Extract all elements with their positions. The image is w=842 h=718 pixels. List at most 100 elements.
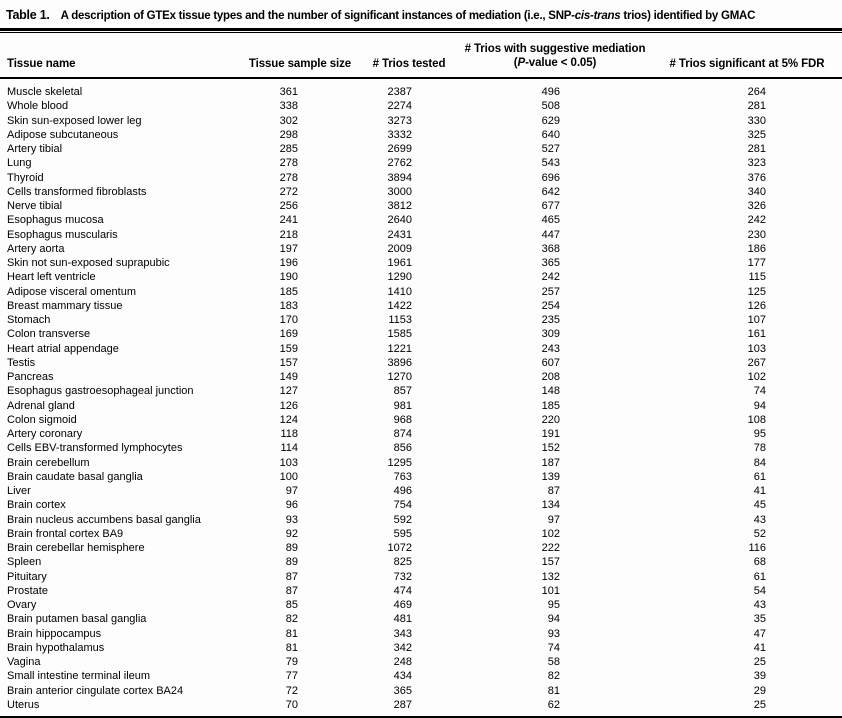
- trios-tested-cell: 3332: [387, 128, 412, 141]
- trios-tested-cell: 857: [393, 385, 412, 398]
- column-header-fdr-significant: # Trios significant at 5% FDR: [652, 33, 842, 79]
- sample-size-cell: 272: [279, 185, 298, 198]
- trios-tested-cell: 874: [393, 428, 412, 440]
- tissue-name-cell: Adrenal gland: [7, 399, 75, 412]
- trios-tested-cell: 1072: [387, 542, 412, 554]
- suggestive-mediation-cell: 254: [541, 299, 560, 312]
- fdr-significant-cell: 107: [747, 314, 766, 326]
- suggestive-mediation-cell: 134: [541, 499, 560, 512]
- sample-size-cell: 77: [285, 670, 298, 683]
- fdr-significant-cell: 94: [753, 399, 766, 412]
- table-row: Adipose subcutaneous 298 3332 640 325: [0, 128, 842, 142]
- table-row: Artery aorta 197 2009 368 186: [0, 242, 842, 256]
- table-row: Skin not sun-exposed suprapubic 196 1961 36…: [0, 256, 842, 270]
- sample-size-cell: 97: [285, 485, 298, 497]
- sample-size-cell: 159: [279, 342, 298, 355]
- suggestive-mediation-cell: 93: [547, 627, 560, 640]
- fdr-significant-cell: 84: [753, 456, 766, 469]
- sample-size-cell: 92: [285, 527, 298, 540]
- fdr-significant-cell: 325: [747, 128, 766, 141]
- tissue-name-cell: Brain hippocampus: [7, 627, 102, 640]
- table-row: Brain putamen basal ganglia 82 481 94 35: [0, 612, 842, 626]
- column-header-trios-tested: # Trios tested: [360, 33, 458, 79]
- suggestive-mediation-cell: 368: [541, 242, 560, 255]
- table-row: Uterus 70 287 62 25: [0, 698, 842, 717]
- suggestive-mediation-cell: 640: [541, 128, 560, 141]
- fdr-significant-cell: 330: [747, 114, 766, 127]
- suggestive-mediation-cell: 309: [541, 328, 560, 341]
- tissue-name-cell: Whole blood: [7, 100, 69, 113]
- fdr-significant-cell: 116: [748, 542, 766, 554]
- tissue-name-cell: Vagina: [7, 656, 41, 668]
- tissue-name-cell: Esophagus mucosa: [7, 214, 104, 227]
- tissue-name-cell: Brain anterior cingulate cortex BA24: [7, 684, 184, 697]
- tissue-name-cell: Adipose visceral omentum: [7, 285, 137, 298]
- trios-tested-cell: 3000: [387, 185, 412, 198]
- table-row: Heart left ventricle 190 1290 242 115: [0, 270, 842, 284]
- fdr-significant-cell: 376: [747, 171, 766, 184]
- table-row: Vagina 79 248 58 25: [0, 655, 842, 669]
- tissue-name-cell: Esophagus muscularis: [7, 228, 118, 241]
- fdr-significant-cell: 95: [753, 428, 766, 440]
- trios-tested-cell: 1153: [388, 314, 412, 326]
- suggestive-mediation-cell: 139: [541, 470, 560, 483]
- tissue-name-cell: Testis: [7, 356, 36, 369]
- fdr-significant-cell: 267: [747, 356, 766, 369]
- table-row: Brain cerebellum 103 1295 187 84: [0, 456, 842, 470]
- table-row: Ovary 85 469 95 43: [0, 598, 842, 612]
- tissue-name-cell: Breast mammary tissue: [7, 299, 123, 312]
- table-row: Brain hippocampus 81 343 93 47: [0, 627, 842, 641]
- trios-tested-cell: 469: [393, 599, 412, 611]
- tissue-name-cell: Lung: [7, 157, 32, 170]
- trios-tested-cell: 592: [393, 513, 412, 526]
- fdr-significant-cell: 47: [753, 627, 766, 640]
- table-row: Stomach 170 1153 235 107: [0, 313, 842, 327]
- suggestive-mediation-cell: 447: [541, 228, 560, 241]
- trios-tested-cell: 732: [393, 570, 412, 583]
- tissue-name-cell: Brain nucleus accumbens basal ganglia: [7, 513, 201, 526]
- suggestive-mediation-cell: 257: [541, 285, 560, 298]
- tissue-name-cell: Liver: [7, 485, 31, 497]
- table-row: Brain hypothalamus 81 342 74 41: [0, 641, 842, 655]
- trios-tested-cell: 3896: [387, 356, 412, 369]
- fdr-significant-cell: 242: [747, 214, 766, 227]
- trios-tested-cell: 2009: [387, 242, 412, 255]
- suggestive-mediation-cell: 543: [541, 157, 560, 170]
- table-row: Pituitary 87 732 132 61: [0, 570, 842, 584]
- suggestive-mediation-cell: 102: [541, 527, 560, 540]
- table-description: A description of GTEx tissue types and t…: [60, 10, 756, 22]
- column-header-suggestive-mediation: # Trios with suggestive mediation (P-val…: [458, 33, 652, 79]
- suggestive-mediation-cell: 58: [547, 656, 560, 668]
- trios-tested-cell: 856: [393, 442, 412, 455]
- sample-size-cell: 278: [279, 171, 298, 184]
- tissue-name-cell: Brain putamen basal ganglia: [7, 613, 147, 626]
- suggestive-mediation-cell: 152: [541, 442, 560, 455]
- fdr-significant-cell: 41: [753, 641, 766, 654]
- table-row: Brain caudate basal ganglia 100 763 139 61: [0, 470, 842, 484]
- suggestive-mediation-cell: 242: [541, 271, 560, 284]
- fdr-significant-cell: 25: [753, 656, 766, 668]
- table-row: Colon transverse 169 1585 309 161: [0, 327, 842, 341]
- sample-size-cell: 126: [279, 399, 298, 412]
- tissue-name-cell: Brain cortex: [7, 499, 66, 512]
- fdr-significant-cell: 103: [747, 342, 766, 355]
- table-row: Thyroid 278 3894 696 376: [0, 171, 842, 185]
- table-row: Brain frontal cortex BA9 92 595 102 52: [0, 527, 842, 541]
- fdr-significant-cell: 61: [753, 570, 766, 583]
- trios-tested-cell: 2431: [387, 228, 412, 241]
- trios-tested-cell: 763: [393, 470, 412, 483]
- sample-size-cell: 118: [280, 428, 298, 440]
- sample-size-cell: 100: [279, 470, 298, 483]
- fdr-significant-cell: 25: [753, 698, 766, 711]
- sample-size-cell: 361: [279, 86, 298, 98]
- table-row: Skin sun-exposed lower leg 302 3273 629 330: [0, 114, 842, 128]
- suggestive-mediation-cell: 508: [541, 100, 560, 113]
- fdr-significant-cell: 74: [753, 385, 766, 398]
- table-row: Liver 97 496 87 41: [0, 484, 842, 498]
- trios-tested-cell: 981: [393, 399, 412, 412]
- sample-size-cell: 103: [279, 456, 298, 469]
- sample-size-cell: 85: [285, 599, 298, 611]
- tissue-name-cell: Uterus: [7, 698, 40, 711]
- sample-size-cell: 302: [279, 114, 298, 127]
- trios-tested-cell: 481: [393, 613, 412, 626]
